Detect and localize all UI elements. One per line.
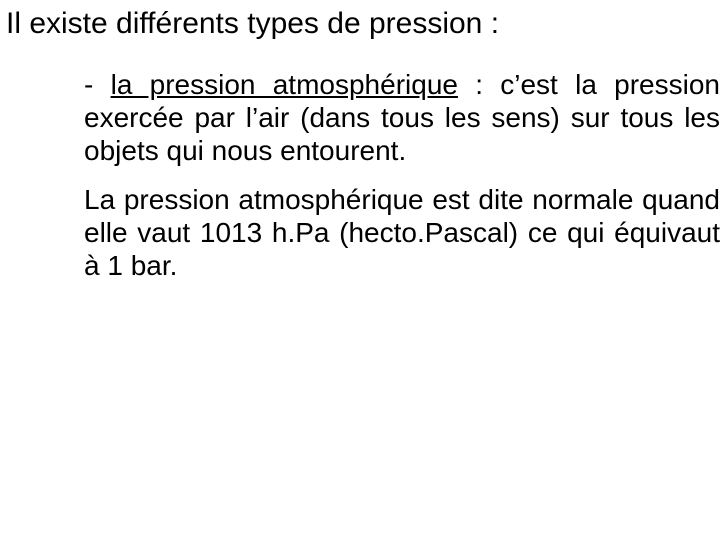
slide-heading: Il existe différents types de pression :: [0, 0, 720, 42]
p1-lead: -: [84, 69, 111, 100]
p1-underlined: la pression atmosphérique: [111, 69, 458, 100]
body-block: - la pression atmosphérique : c’est la p…: [84, 68, 720, 282]
paragraph-2: La pression atmosphérique est dite norma…: [84, 183, 720, 282]
slide-page: Il existe différents types de pression :…: [0, 0, 720, 540]
paragraph-1: - la pression atmosphérique : c’est la p…: [84, 68, 720, 167]
